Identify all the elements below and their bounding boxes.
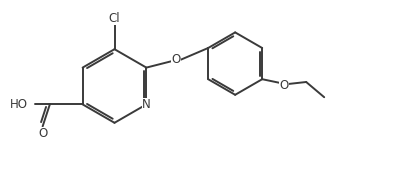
Text: HO: HO [10, 98, 28, 111]
Text: O: O [38, 127, 47, 140]
Text: O: O [279, 79, 289, 92]
Text: Cl: Cl [109, 12, 120, 25]
Text: N: N [142, 98, 151, 111]
Text: O: O [171, 53, 180, 66]
